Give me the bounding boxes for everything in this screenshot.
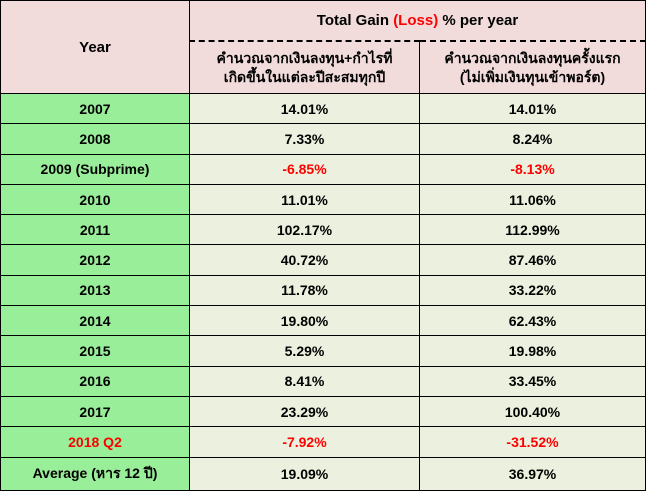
compound-gain-cell: 40.72% (189, 244, 420, 276)
title-suffix: % per year (438, 12, 519, 29)
compound-gain-cell: 23.29% (189, 395, 420, 428)
table-row: 2008 7.33% 8.24% (0, 123, 647, 155)
year-cell: 2016 (0, 365, 190, 397)
initial-gain-cell: 33.45% (418, 365, 647, 397)
table-row: 2016 8.41% 33.45% (0, 365, 647, 397)
initial-gain-cell: -31.52% (418, 426, 647, 458)
initial-gain-cell: 19.98% (418, 335, 647, 367)
compound-gain-cell: 7.33% (189, 123, 420, 155)
average-label: Average (หาร 12 ปี) (0, 456, 190, 491)
compound-header-line1: คำนวณจากเงินลงทุน+กำไรที่ (216, 49, 393, 66)
table-body: 2007 14.01% 14.01% 2008 7.33% 8.24% 2009 (Subp… (0, 92, 647, 458)
year-cell: 2011 (0, 214, 190, 246)
year-cell: 2015 (0, 335, 190, 367)
year-column-header: Year (0, 0, 190, 94)
compound-gain-cell: 102.17% (189, 214, 420, 246)
initial-gain-cell: 62.43% (418, 305, 647, 337)
table-row: 2017 23.29% 100.40% (0, 395, 647, 428)
year-cell: 2007 (0, 92, 190, 125)
initial-gain-cell: 100.40% (418, 395, 647, 428)
table-row: 2010 11.01% 11.06% (0, 183, 647, 216)
year-cell: 2013 (0, 274, 190, 307)
compound-header-line2: เกิดขึ้นในแต่ละปีสะสมทุกปี (223, 68, 386, 85)
initial-gain-cell: 11.06% (418, 183, 647, 216)
title-loss: (Loss) (393, 12, 439, 29)
table-row: 2009 (Subprime) -6.85% -8.13% (0, 153, 647, 185)
initial-header-line2: (ไม่เพิ่มเงินทุนเข้าพอร์ต) (459, 68, 606, 85)
year-cell: 2014 (0, 305, 190, 337)
compound-column-header: คำนวณจากเงินลงทุน+กำไรที่ เกิดขึ้นในแต่ล… (189, 40, 420, 94)
title-prefix: Total Gain (316, 12, 394, 29)
year-cell: 2010 (0, 183, 190, 216)
initial-gain-cell: 33.22% (418, 274, 647, 307)
table-row: 2011 102.17% 112.99% (0, 214, 647, 246)
compound-gain-cell: 19.80% (189, 305, 420, 337)
year-cell: 2018 Q2 (0, 426, 190, 458)
table-row: 2012 40.72% 87.46% (0, 244, 647, 276)
year-cell: 2009 (Subprime) (0, 153, 190, 185)
compound-gain-cell: 14.01% (189, 92, 420, 125)
compound-gain-cell: 11.78% (189, 274, 420, 307)
compound-gain-cell: 11.01% (189, 183, 420, 216)
initial-gain-cell: 14.01% (418, 92, 647, 125)
year-cell: 2012 (0, 244, 190, 276)
compound-gain-cell: 8.41% (189, 365, 420, 397)
initial-column-header: คำนวณจากเงินลงทุนครั้งแรก (ไม่เพิ่มเงินท… (418, 40, 647, 94)
average-row: Average (หาร 12 ปี) 19.09% 36.97% (0, 456, 647, 491)
year-cell: 2017 (0, 395, 190, 428)
table-row: 2013 11.78% 33.22% (0, 274, 647, 307)
year-cell: 2008 (0, 123, 190, 155)
compound-gain-cell: 5.29% (189, 335, 420, 367)
compound-gain-cell: -7.92% (189, 426, 420, 458)
initial-gain-cell: 112.99% (418, 214, 647, 246)
table-row: 2015 5.29% 19.98% (0, 335, 647, 367)
table-row: 2007 14.01% 14.01% (0, 92, 647, 125)
compound-gain-cell: -6.85% (189, 153, 420, 185)
total-gain-header: Total Gain (Loss) % per year (188, 0, 647, 42)
average-compound: 19.09% (189, 456, 420, 491)
average-initial: 36.97% (418, 456, 647, 491)
initial-gain-cell: 87.46% (418, 244, 647, 276)
initial-gain-cell: 8.24% (418, 123, 647, 155)
table-row: 2018 Q2 -7.92% -31.52% (0, 426, 647, 458)
table-row: 2014 19.80% 62.43% (0, 305, 647, 337)
initial-header-line1: คำนวณจากเงินลงทุนครั้งแรก (444, 49, 621, 66)
initial-gain-cell: -8.13% (418, 153, 647, 185)
